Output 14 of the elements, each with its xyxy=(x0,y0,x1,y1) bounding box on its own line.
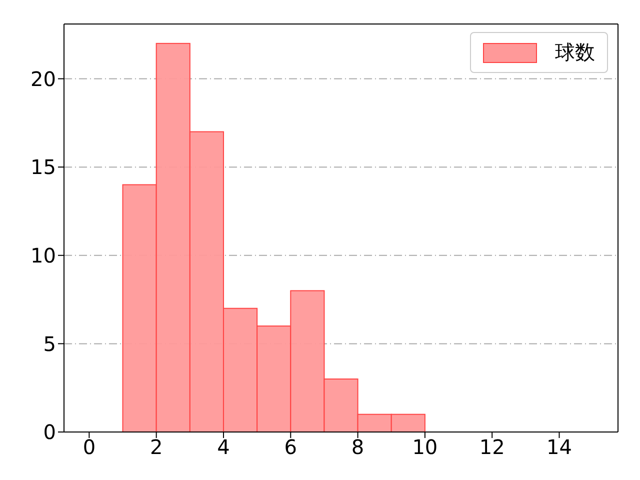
x-tick-label: 12 xyxy=(479,435,505,460)
y-tick-label: 5 xyxy=(43,332,56,356)
y-tick-label: 0 xyxy=(43,420,56,444)
x-tick-label: 14 xyxy=(546,435,572,460)
x-tick-label: 2 xyxy=(150,435,163,460)
x-tick-label: 0 xyxy=(82,435,96,460)
x-tick-label: 4 xyxy=(217,435,230,460)
legend-label: 球数 xyxy=(555,39,595,66)
x-tick-label: 10 xyxy=(412,435,438,460)
x-tick-label: 6 xyxy=(284,435,298,460)
y-tick-label: 10 xyxy=(30,243,56,268)
y-tick-label: 20 xyxy=(30,66,56,91)
y-tick-label: 15 xyxy=(30,155,56,180)
x-tick-label: 8 xyxy=(351,435,364,460)
